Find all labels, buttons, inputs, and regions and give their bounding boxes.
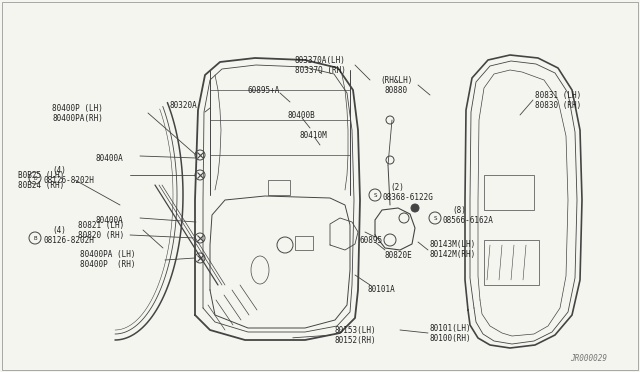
Text: 80830 (RH): 80830 (RH) xyxy=(535,100,581,109)
Text: 80152(RH): 80152(RH) xyxy=(335,336,376,344)
Text: 08126-8202H: 08126-8202H xyxy=(43,176,94,185)
Text: B: B xyxy=(33,235,37,241)
Text: (4): (4) xyxy=(52,225,66,234)
Text: (4): (4) xyxy=(52,166,66,174)
Text: 60895: 60895 xyxy=(360,235,383,244)
Circle shape xyxy=(411,204,419,212)
Text: 80101(LH): 80101(LH) xyxy=(430,324,472,333)
Bar xyxy=(484,240,539,285)
Text: JR000029: JR000029 xyxy=(570,354,607,363)
Text: 80337Q (RH): 80337Q (RH) xyxy=(295,65,346,74)
Text: 80880: 80880 xyxy=(385,86,408,94)
Text: 80410M: 80410M xyxy=(300,131,328,140)
Text: 80400PA(RH): 80400PA(RH) xyxy=(52,113,103,122)
Bar xyxy=(268,180,290,195)
Text: 80400P  (RH): 80400P (RH) xyxy=(80,260,136,269)
Text: 08368-6122G: 08368-6122G xyxy=(383,192,434,202)
Text: 80400A: 80400A xyxy=(95,154,123,163)
Text: B0B25 (LH): B0B25 (LH) xyxy=(18,170,64,180)
Text: 80143M(LH): 80143M(LH) xyxy=(430,241,476,250)
Text: 80100(RH): 80100(RH) xyxy=(430,334,472,343)
Text: 80831 (LH): 80831 (LH) xyxy=(535,90,581,99)
Text: 80B24 (RH): 80B24 (RH) xyxy=(18,180,64,189)
Bar xyxy=(295,236,313,250)
Text: 80153(LH): 80153(LH) xyxy=(335,326,376,334)
Text: 80400B: 80400B xyxy=(288,110,316,119)
Text: 80400A: 80400A xyxy=(95,215,123,224)
Text: 80400P (LH): 80400P (LH) xyxy=(52,103,103,112)
Text: 80821 (LH): 80821 (LH) xyxy=(78,221,124,230)
Text: B: B xyxy=(33,176,37,180)
Text: 80101A: 80101A xyxy=(368,285,396,295)
Text: 80320A: 80320A xyxy=(170,100,198,109)
Text: S: S xyxy=(373,192,377,198)
Text: 08126-8202H: 08126-8202H xyxy=(43,235,94,244)
Text: 80400PA (LH): 80400PA (LH) xyxy=(80,250,136,260)
Text: (8): (8) xyxy=(452,205,466,215)
Text: 803370A(LH): 803370A(LH) xyxy=(295,55,346,64)
Text: (RH&LH): (RH&LH) xyxy=(380,76,412,84)
Text: (2): (2) xyxy=(390,183,404,192)
Text: 80820E: 80820E xyxy=(385,250,413,260)
Text: 08566-6162A: 08566-6162A xyxy=(443,215,494,224)
Text: 80142M(RH): 80142M(RH) xyxy=(430,250,476,260)
Text: 60895+A: 60895+A xyxy=(248,86,280,94)
Text: 80820 (RH): 80820 (RH) xyxy=(78,231,124,240)
Bar xyxy=(484,175,534,210)
Text: S: S xyxy=(433,215,436,221)
